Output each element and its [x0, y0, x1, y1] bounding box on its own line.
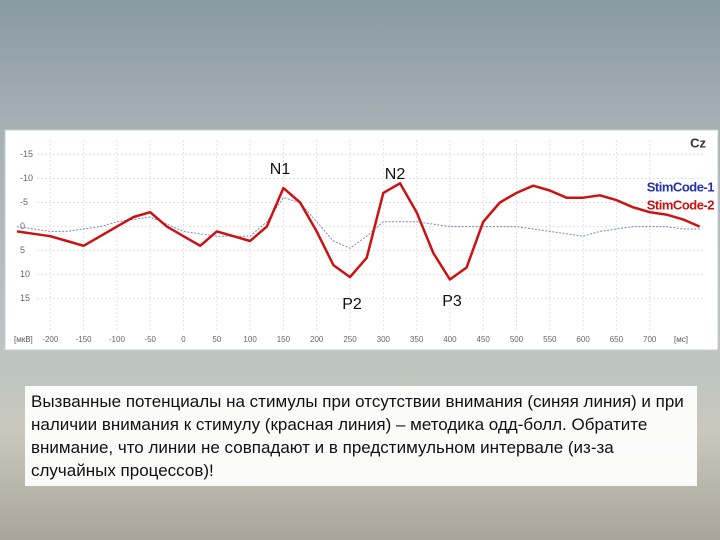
annotation: P2	[342, 296, 362, 313]
annotation: P3	[442, 293, 462, 310]
y-tick-label: -15	[20, 149, 33, 159]
x-tick-label: -150	[76, 335, 93, 344]
x-tick-label: 100	[243, 335, 257, 344]
legend-label: StimCode-2	[647, 197, 715, 212]
x-tick-label: 400	[443, 335, 457, 344]
x-tick-label: 50	[212, 335, 221, 344]
annotation: N1	[270, 161, 291, 178]
legend-label: StimCode-1	[647, 179, 715, 194]
x-tick-label: -200	[42, 335, 59, 344]
channel-label: Cz	[690, 135, 706, 150]
x-tick-label: 500	[510, 335, 524, 344]
x-tick-label: 0	[181, 335, 186, 344]
x-tick-label: -100	[109, 335, 126, 344]
x-tick-label: 700	[643, 335, 657, 344]
y-tick-label: 5	[20, 245, 25, 255]
caption: Вызванные потенциалы на стимулы при отсу…	[25, 386, 697, 486]
x-tick-label: 450	[477, 335, 491, 344]
x-tick-label: -50	[144, 335, 156, 344]
x-tick-label: 200	[310, 335, 324, 344]
x-tick-label: 250	[343, 335, 357, 344]
series-line	[16, 197, 700, 249]
x-tick-label: 350	[410, 335, 424, 344]
x-unit: [мс]	[674, 335, 688, 344]
x-tick-label: 650	[610, 335, 624, 344]
y-tick-label: 10	[20, 269, 30, 279]
y-tick-label: 15	[20, 293, 30, 303]
x-tick-label: 600	[576, 335, 590, 344]
x-tick-label: 550	[543, 335, 557, 344]
y-unit: [мкВ]	[14, 335, 33, 344]
y-tick-label: 0	[20, 221, 25, 231]
y-tick-label: -5	[20, 197, 28, 207]
x-tick-label: 150	[277, 335, 291, 344]
x-tick-label: 300	[377, 335, 391, 344]
series-line	[16, 182, 701, 281]
annotation: N2	[385, 166, 406, 183]
y-tick-label: -10	[20, 173, 33, 183]
